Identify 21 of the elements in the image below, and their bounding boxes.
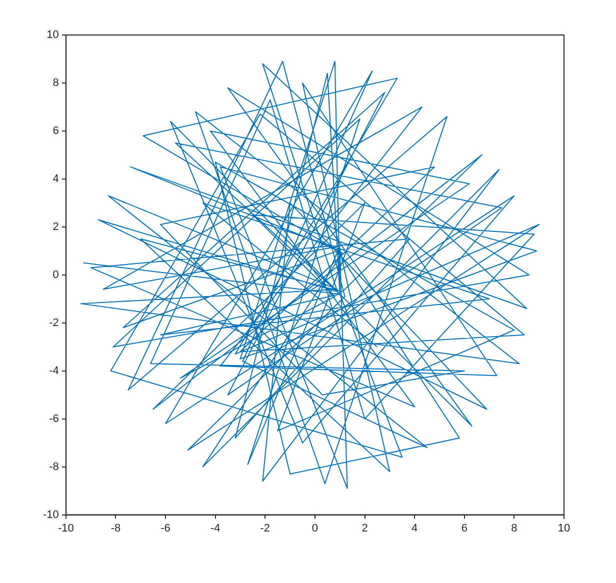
y-tick-label: -6 <box>49 412 59 425</box>
x-tick-label: 0 <box>312 522 318 534</box>
y-tick-label: -8 <box>49 460 59 473</box>
x-tick-label: -6 <box>160 522 170 534</box>
x-tick-label: -4 <box>210 522 220 534</box>
y-tick-label: -4 <box>49 364 59 377</box>
x-tick-label: 4 <box>412 522 418 534</box>
x-tick-label: 6 <box>461 522 468 534</box>
x-tick-label: 8 <box>511 522 518 534</box>
y-tick-label: -10 <box>42 508 59 521</box>
y-tick-label: 4 <box>52 172 59 185</box>
x-tick-label: -8 <box>110 522 121 534</box>
y-tick-label: 2 <box>52 220 59 233</box>
y-tick-label: 0 <box>52 268 59 281</box>
y-tick-label: 8 <box>52 77 59 90</box>
x-tick-label: 2 <box>362 522 368 534</box>
x-tick-label: -2 <box>260 522 270 534</box>
y-tick-label: 6 <box>52 124 59 137</box>
y-tick-label: 10 <box>46 29 59 42</box>
y-tick-label: -2 <box>49 316 59 329</box>
x-tick-label: 10 <box>558 522 570 534</box>
